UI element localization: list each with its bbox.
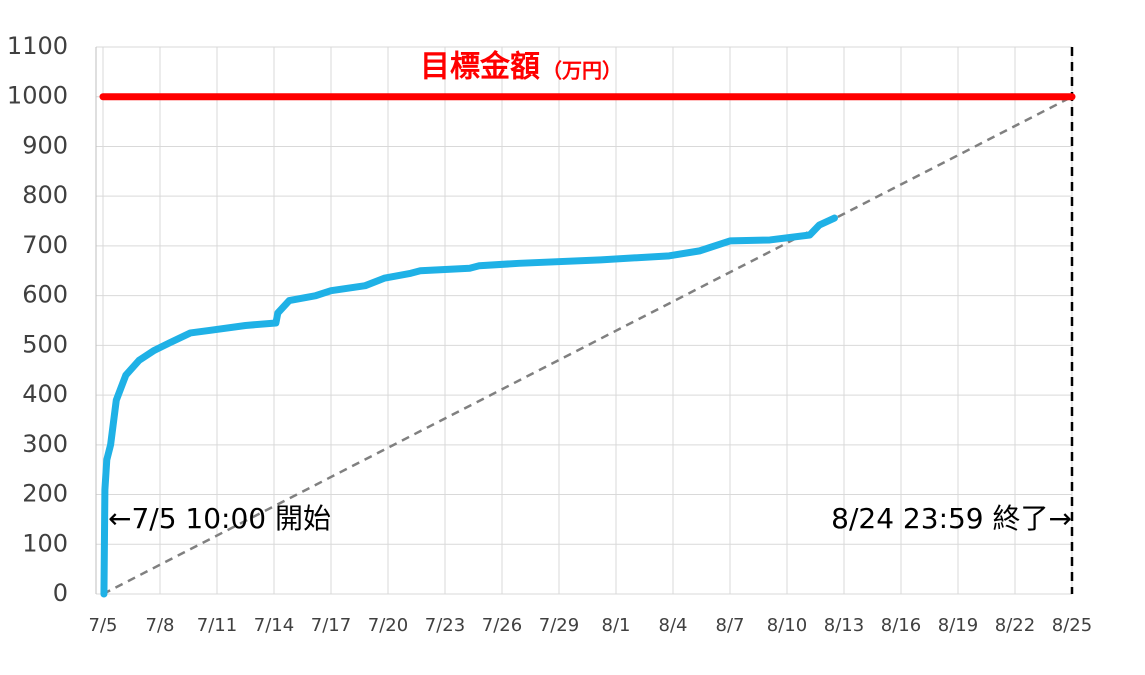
x-tick-label: 8/4 bbox=[659, 615, 688, 636]
data-line bbox=[100, 214, 838, 598]
x-tick-label: 7/26 bbox=[482, 615, 522, 636]
y-tick-label: 600 bbox=[22, 281, 68, 309]
x-tick-label: 8/19 bbox=[938, 615, 978, 636]
x-tick-label: 7/20 bbox=[368, 615, 408, 636]
y-tick-label: 300 bbox=[22, 430, 68, 458]
y-tick-label: 100 bbox=[22, 529, 68, 557]
y-tick-label: 1100 bbox=[7, 32, 68, 60]
x-tick-label: 7/29 bbox=[539, 615, 579, 636]
x-tick-label: 8/1 bbox=[602, 615, 631, 636]
y-tick-label: 700 bbox=[22, 231, 68, 259]
x-tick-label: 8/7 bbox=[716, 615, 745, 636]
y-tick-label: 400 bbox=[22, 380, 68, 408]
x-tick-label: 8/16 bbox=[881, 615, 921, 636]
x-tick-label: 8/22 bbox=[995, 615, 1035, 636]
end-annotation: 8/24 23:59 終了→ bbox=[831, 502, 1072, 535]
y-tick-label: 800 bbox=[22, 181, 68, 209]
x-tick-label: 8/10 bbox=[767, 615, 807, 636]
y-tick-label: 200 bbox=[22, 480, 68, 508]
y-tick-label: 0 bbox=[53, 579, 68, 607]
y-tick-label: 500 bbox=[22, 330, 68, 358]
y-tick-label: 1000 bbox=[7, 82, 68, 110]
x-tick-label: 7/14 bbox=[254, 615, 294, 636]
x-tick-label: 7/5 bbox=[89, 615, 118, 636]
x-tick-label: 7/23 bbox=[425, 615, 465, 636]
x-tick-label: 8/25 bbox=[1052, 615, 1092, 636]
x-tick-label: 8/13 bbox=[824, 615, 864, 636]
title-unit: （万円） bbox=[542, 59, 622, 83]
chart-title: 目標金額 bbox=[420, 50, 540, 85]
x-tick-label: 7/11 bbox=[197, 615, 237, 636]
x-tick-label: 7/8 bbox=[146, 615, 175, 636]
start-annotation: ←7/5 10:00 開始 bbox=[108, 502, 331, 535]
y-tick-label: 900 bbox=[22, 131, 68, 159]
x-tick-label: 7/17 bbox=[311, 615, 351, 636]
